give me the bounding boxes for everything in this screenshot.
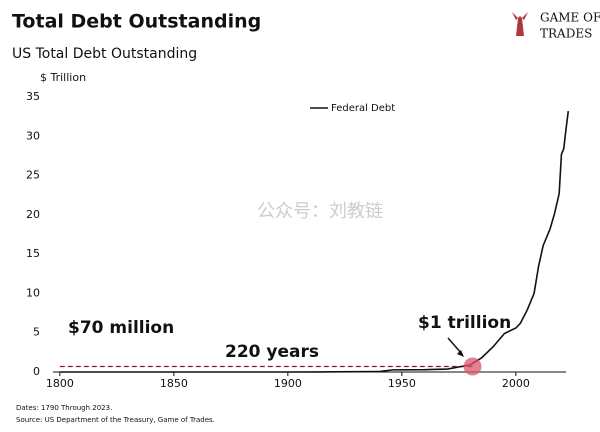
logo: GAME OF TRADES: [512, 11, 600, 41]
x-tick-label: 1850: [160, 377, 188, 390]
footnote: Source: US Department of the Treasury, G…: [16, 416, 215, 424]
x-tick-label: 1900: [274, 377, 302, 390]
annotation: $1 trillion: [418, 313, 511, 333]
annotation: 220 years: [225, 342, 319, 362]
line-series: [59, 111, 570, 373]
logo-text: GAME OF: [540, 11, 600, 25]
y-tick-label: 10: [26, 286, 40, 299]
logo-icon: [512, 12, 528, 36]
logo-text: TRADES: [540, 27, 592, 41]
y-tick-label: 15: [26, 247, 40, 260]
y-tick-label: 30: [26, 129, 40, 142]
chart-title: Total Debt Outstanding: [12, 11, 261, 33]
y-axis-label: $ Trillion: [40, 71, 86, 84]
y-tick-label: 5: [33, 326, 40, 339]
y-tick-label: 25: [26, 169, 40, 182]
y-tick-label: 0: [33, 365, 40, 378]
legend-label: Federal Debt: [331, 103, 395, 114]
highlight-marker: [463, 357, 482, 376]
chart-subtitle: US Total Debt Outstanding: [12, 46, 197, 62]
watermark: 公众号：刘教链: [257, 201, 383, 222]
arrow-head: [457, 350, 464, 357]
y-tick-label: 35: [26, 90, 40, 103]
y-tick-label: 20: [26, 208, 40, 221]
annotation: $70 million: [68, 318, 174, 338]
footnote: Dates: 1790 Through 2023.: [16, 404, 112, 412]
x-tick-label: 1800: [46, 377, 74, 390]
x-tick-label: 2000: [502, 377, 530, 390]
x-tick-label: 1950: [388, 377, 416, 390]
